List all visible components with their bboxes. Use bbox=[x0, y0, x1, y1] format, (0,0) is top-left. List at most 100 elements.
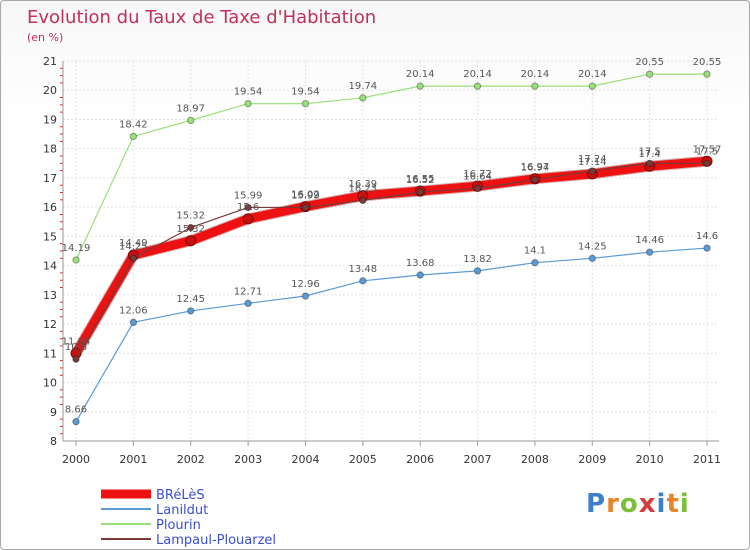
point-br-l-s bbox=[242, 213, 254, 225]
x-tick-label: 2003 bbox=[234, 453, 262, 466]
x-tick-label: 2007 bbox=[464, 453, 492, 466]
data-label-br-l-s: 14.49 bbox=[119, 238, 148, 249]
data-label-br-l-s: 16.39 bbox=[348, 179, 377, 190]
y-tick-label: 16 bbox=[43, 201, 57, 214]
data-label-plourin: 20.14 bbox=[406, 69, 435, 80]
data-label-br-l-s: 17.57 bbox=[693, 144, 722, 155]
data-label-br-l-s: 17.14 bbox=[578, 157, 607, 168]
y-tick-label: 14 bbox=[43, 260, 57, 273]
data-label-lanildut: 14.46 bbox=[635, 235, 664, 246]
series-line-lampaul-plouarzel bbox=[75, 162, 708, 360]
point-plourin bbox=[187, 116, 195, 125]
point-lanildut bbox=[72, 418, 80, 426]
legend-label-lanildut: Lanildut bbox=[156, 503, 208, 518]
x-tick-label: 2002 bbox=[177, 453, 205, 466]
point-lanildut bbox=[187, 307, 195, 315]
point-lanildut bbox=[531, 258, 539, 267]
point-lampaul-plouarzel bbox=[244, 203, 252, 212]
y-tick-label: 12 bbox=[43, 318, 57, 331]
data-label-plourin: 19.54 bbox=[291, 87, 320, 98]
point-br-l-s bbox=[185, 235, 197, 247]
y-tick-label: 21 bbox=[43, 55, 57, 68]
data-label-lampaul-plouarzel: 15.99 bbox=[234, 190, 263, 201]
logo-letter: r bbox=[606, 489, 620, 519]
legend-label-br-l-s: BRéLèS bbox=[156, 488, 205, 503]
point-lanildut bbox=[416, 271, 424, 279]
chart-title: Evolution du Taux de Taxe d'Habitation bbox=[27, 7, 377, 28]
point-lampaul-plouarzel bbox=[301, 203, 310, 212]
point-lanildut bbox=[703, 244, 711, 252]
data-label-lanildut: 12.71 bbox=[234, 286, 263, 297]
logo-letter: t bbox=[666, 489, 680, 519]
y-tick-label: 17 bbox=[43, 172, 57, 185]
y-tick-label: 15 bbox=[43, 230, 57, 243]
data-label-br-l-s: 15.6 bbox=[237, 202, 259, 213]
data-label-lanildut: 8.66 bbox=[65, 405, 87, 416]
x-tick-label: 2010 bbox=[636, 453, 664, 466]
x-tick-label: 2000 bbox=[62, 453, 90, 466]
data-label-lanildut: 12.96 bbox=[291, 279, 320, 290]
data-label-lampaul-plouarzel: 17.24 bbox=[578, 154, 607, 165]
point-lampaul-plouarzel bbox=[129, 254, 138, 263]
point-plourin bbox=[588, 82, 596, 90]
data-label-lanildut: 13.68 bbox=[406, 258, 435, 269]
data-label-br-l-s: 16.55 bbox=[406, 174, 435, 185]
series-line-plourin bbox=[75, 73, 708, 261]
axes: 8 9 10 11 12 13 14 15 16 17 18 19 20 21 2000 2001 2002 20… bbox=[43, 55, 721, 466]
data-label-plourin: 20.14 bbox=[521, 69, 550, 80]
data-label-lanildut: 14.25 bbox=[578, 241, 607, 252]
point-lanildut bbox=[301, 292, 310, 300]
y-tick-label: 20 bbox=[43, 84, 57, 97]
point-lampaul-plouarzel bbox=[72, 355, 80, 363]
point-plourin bbox=[703, 70, 711, 78]
point-lanildut bbox=[129, 318, 138, 327]
proxiti-logo: Proxiti bbox=[586, 489, 690, 519]
point-plourin bbox=[416, 82, 424, 90]
chart-subtitle: (en %) bbox=[27, 31, 64, 44]
data-label-lampaul-plouarzel: 10.8 bbox=[65, 342, 87, 353]
y-tick-label: 8 bbox=[50, 435, 57, 448]
legend-label-plourin: Plourin bbox=[156, 518, 201, 533]
x-tick-label: 2006 bbox=[406, 453, 434, 466]
point-lanildut bbox=[588, 254, 596, 263]
point-lanildut bbox=[473, 267, 482, 275]
data-label-plourin: 20.14 bbox=[578, 69, 607, 80]
logo-letter: P bbox=[586, 489, 607, 519]
point-lanildut bbox=[359, 277, 367, 285]
point-lampaul-plouarzel bbox=[531, 175, 539, 184]
data-label-br-l-s: 11.04 bbox=[62, 336, 91, 347]
point-plourin bbox=[244, 99, 252, 108]
point-lampaul-plouarzel bbox=[187, 223, 195, 232]
series-line-br-l-s bbox=[71, 156, 712, 358]
x-tick-label: 2001 bbox=[119, 453, 147, 466]
data-label-br-l-s: 16.97 bbox=[521, 162, 550, 173]
data-label-plourin: 18.42 bbox=[119, 119, 148, 130]
y-tick-label: 19 bbox=[43, 113, 57, 126]
x-tick-label: 2008 bbox=[521, 453, 549, 466]
data-label-lanildut: 13.82 bbox=[463, 254, 492, 265]
data-label-lampaul-plouarzel: 15.99 bbox=[291, 190, 320, 201]
point-plourin bbox=[473, 82, 482, 90]
point-plourin bbox=[301, 99, 310, 108]
logo-letter: o bbox=[619, 489, 639, 519]
data-label-lampaul-plouarzel: 16.23 bbox=[348, 183, 377, 194]
data-label-plourin: 18.97 bbox=[176, 103, 205, 114]
point-plourin bbox=[129, 132, 138, 141]
point-lampaul-plouarzel bbox=[703, 159, 711, 168]
y-tick-label: 13 bbox=[43, 289, 57, 302]
point-lampaul-plouarzel bbox=[588, 167, 596, 175]
data-label-plourin: 19.74 bbox=[348, 81, 377, 92]
data-label-lampaul-plouarzel: 16.64 bbox=[463, 171, 492, 182]
point-lanildut bbox=[244, 299, 252, 308]
y-tick-label: 10 bbox=[43, 377, 57, 390]
series-group bbox=[70, 70, 713, 426]
y-tick-label: 11 bbox=[43, 347, 57, 360]
point-lampaul-plouarzel bbox=[359, 196, 367, 205]
data-label-lampaul-plouarzel: 17.5 bbox=[639, 146, 661, 157]
data-label-plourin: 14.19 bbox=[62, 243, 91, 254]
point-plourin bbox=[531, 82, 539, 90]
x-tick-label: 2009 bbox=[578, 453, 606, 466]
point-plourin bbox=[645, 70, 654, 78]
